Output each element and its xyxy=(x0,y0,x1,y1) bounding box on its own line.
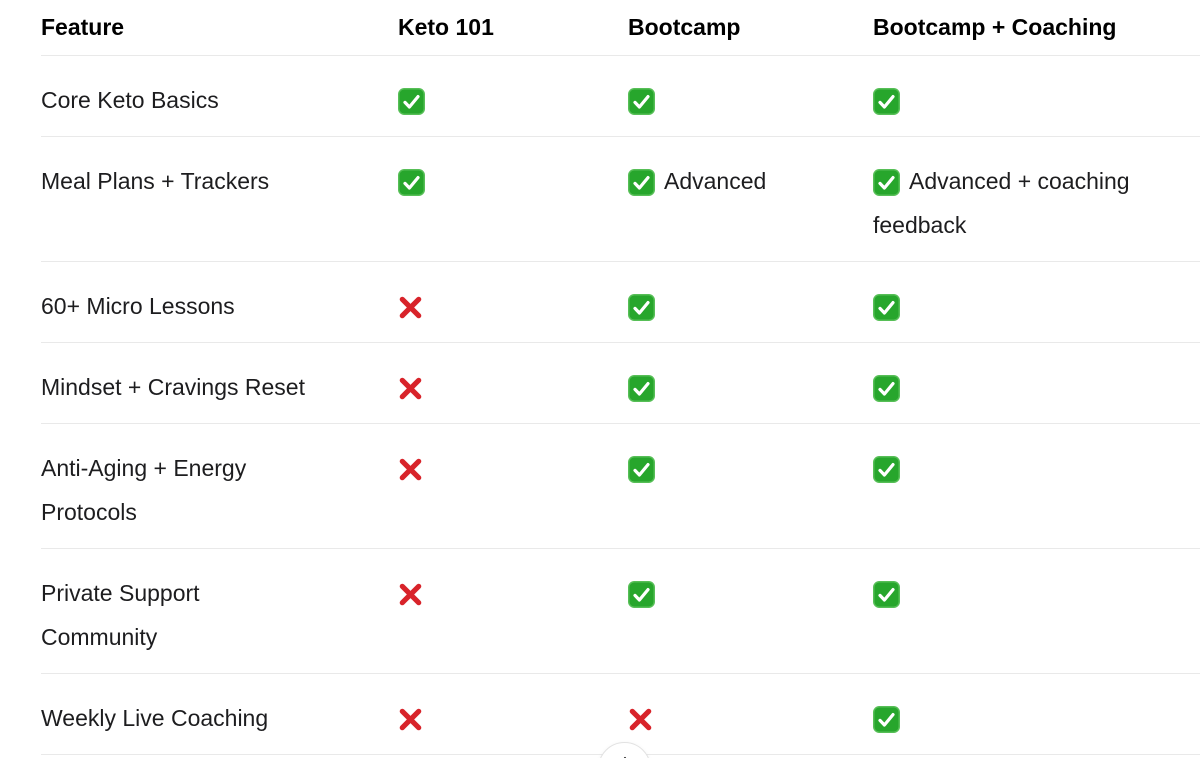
cross-icon xyxy=(398,376,423,401)
feature-label: Mindset + Cravings Reset xyxy=(41,374,305,400)
check-icon xyxy=(873,581,900,609)
check-icon xyxy=(873,706,900,734)
feature-label: Anti-Aging + Energy Protocols xyxy=(41,455,247,525)
value-cell xyxy=(873,284,1200,328)
check-icon xyxy=(398,88,425,116)
check-icon xyxy=(628,88,655,116)
value-cell xyxy=(398,159,628,247)
cell-note: Advanced + coaching feedback xyxy=(873,168,1130,238)
check-icon xyxy=(628,456,655,484)
value-cell: Advanced + coaching feedback xyxy=(873,159,1200,247)
feature-comparison-table: Feature Keto 101 Bootcamp Bootcamp + Coa… xyxy=(41,0,1200,755)
value-cell xyxy=(398,78,628,122)
column-header-bootcamp: Bootcamp xyxy=(628,14,741,40)
cross-icon xyxy=(398,707,423,732)
value-cell xyxy=(398,365,628,409)
feature-label: Private Support Community xyxy=(41,580,200,650)
table-row: 60+ Micro Lessons xyxy=(41,262,1200,343)
table-row: Core Keto Basics xyxy=(41,56,1200,137)
table-header-row: Feature Keto 101 Bootcamp Bootcamp + Coa… xyxy=(41,0,1200,56)
check-icon xyxy=(873,456,900,484)
value-cell xyxy=(628,446,873,534)
feature-label: 60+ Micro Lessons xyxy=(41,293,235,319)
value-cell: Advanced xyxy=(628,159,873,247)
value-cell xyxy=(398,571,628,659)
value-cell xyxy=(873,571,1200,659)
check-icon xyxy=(873,375,900,403)
table-row: Private Support Community xyxy=(41,549,1200,674)
value-cell xyxy=(873,446,1200,534)
column-header-keto-101: Keto 101 xyxy=(398,14,494,40)
cross-icon xyxy=(398,457,423,482)
check-icon xyxy=(628,294,655,322)
value-cell xyxy=(873,365,1200,409)
check-icon xyxy=(628,375,655,403)
table-row: Meal Plans + Trackers Advanced Advanced + … xyxy=(41,137,1200,262)
value-cell xyxy=(398,696,628,740)
cross-icon xyxy=(398,295,423,320)
value-cell xyxy=(398,284,628,328)
check-icon xyxy=(628,169,655,197)
column-header-bootcamp-coaching: Bootcamp + Coaching xyxy=(873,14,1117,40)
feature-label: Weekly Live Coaching xyxy=(41,705,269,731)
value-cell xyxy=(873,78,1200,122)
value-cell xyxy=(873,696,1200,740)
feature-label: Meal Plans + Trackers xyxy=(41,168,270,194)
value-cell xyxy=(628,696,873,740)
check-icon xyxy=(873,169,900,197)
value-cell xyxy=(398,446,628,534)
cross-icon xyxy=(628,707,653,732)
check-icon xyxy=(628,581,655,609)
feature-label: Core Keto Basics xyxy=(41,87,219,113)
value-cell xyxy=(628,365,873,409)
table-row: Mindset + Cravings Reset xyxy=(41,343,1200,424)
check-icon xyxy=(873,88,900,116)
table-row: Anti-Aging + Energy Protocols xyxy=(41,424,1200,549)
value-cell xyxy=(628,284,873,328)
cell-note: Advanced xyxy=(664,168,767,194)
table-body: Core Keto Basics Meal Plans + Trackers Adv… xyxy=(41,56,1200,755)
value-cell xyxy=(628,571,873,659)
cross-icon xyxy=(398,582,423,607)
check-icon xyxy=(398,169,425,197)
column-header-feature: Feature xyxy=(41,14,125,40)
check-icon xyxy=(873,294,900,322)
value-cell xyxy=(628,78,873,122)
